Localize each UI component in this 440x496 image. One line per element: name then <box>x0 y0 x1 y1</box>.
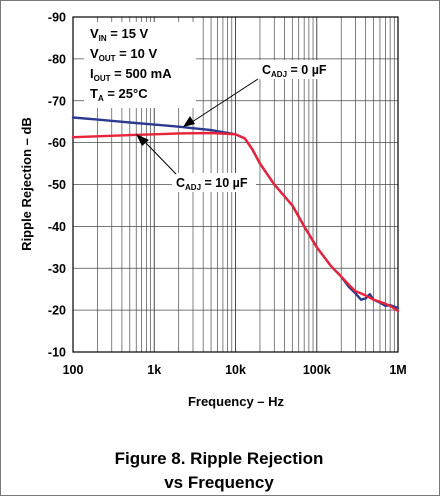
condition-ta: TA = 25°C <box>90 86 148 103</box>
y-tick-label: -70 <box>48 94 66 108</box>
figure-caption-line2: vs Frequency <box>164 473 274 492</box>
y-tick-label: -90 <box>48 11 66 25</box>
ripple-rejection-chart: 100 1k 10k 100k 1M -90-80-70-60-50-40-30-20-… <box>19 11 407 410</box>
x-tick-label: 100k <box>303 363 331 377</box>
y-tick-label: -60 <box>48 136 66 150</box>
y-tick-label: -30 <box>48 262 66 276</box>
plot-area <box>72 16 399 353</box>
x-axis-title: Frequency – Hz <box>188 394 285 409</box>
x-tick-label: 100 <box>63 363 84 377</box>
annotation-cadj-10uf: CADJ = 10 µF <box>136 134 256 192</box>
y-axis-title: Ripple Rejection – dB <box>19 117 34 251</box>
x-tick-label: 1M <box>389 363 406 377</box>
test-conditions: VIN = 15 V VOUT = 10 V IOUT = 500 mA TA … <box>84 22 196 108</box>
y-tick-label: -20 <box>48 304 66 318</box>
condition-vin: VIN = 15 V <box>90 26 149 43</box>
y-tick-label: -50 <box>48 178 66 192</box>
annotation-cadj-10uf-arrow-line <box>144 141 177 175</box>
annotation-cadj-0uf-label: CADJ = 0 µF <box>262 63 327 79</box>
series-line-cadj-10uf <box>71 131 400 313</box>
y-tick-label: -40 <box>48 220 66 234</box>
y-tick-label: -10 <box>48 346 66 360</box>
x-tick-label: 10k <box>225 363 246 377</box>
x-tick-labels: 100 1k 10k 100k 1M <box>63 363 407 377</box>
annotation-cadj-0uf-arrow-line <box>191 78 259 123</box>
y-tick-label: -80 <box>48 52 66 66</box>
annotation-cadj-10uf-arrowhead <box>136 134 149 146</box>
x-tick-label: 1k <box>147 363 161 377</box>
series-lines <box>71 116 400 313</box>
figure-caption-line1: Figure 8. Ripple Rejection <box>114 449 324 468</box>
annotation-cadj-0uf-arrowhead <box>183 116 195 127</box>
annotation-cadj-10uf-label: CADJ = 10 µF <box>176 176 248 192</box>
annotation-cadj-0uf: CADJ = 0 µF <box>183 60 337 127</box>
condition-vout: VOUT = 10 V <box>90 46 157 63</box>
y-tick-labels: -90 -80 -70 -60 -50 -40 -30 -20 -10 <box>48 11 66 360</box>
condition-iout: IOUT = 500 mA <box>90 66 172 83</box>
